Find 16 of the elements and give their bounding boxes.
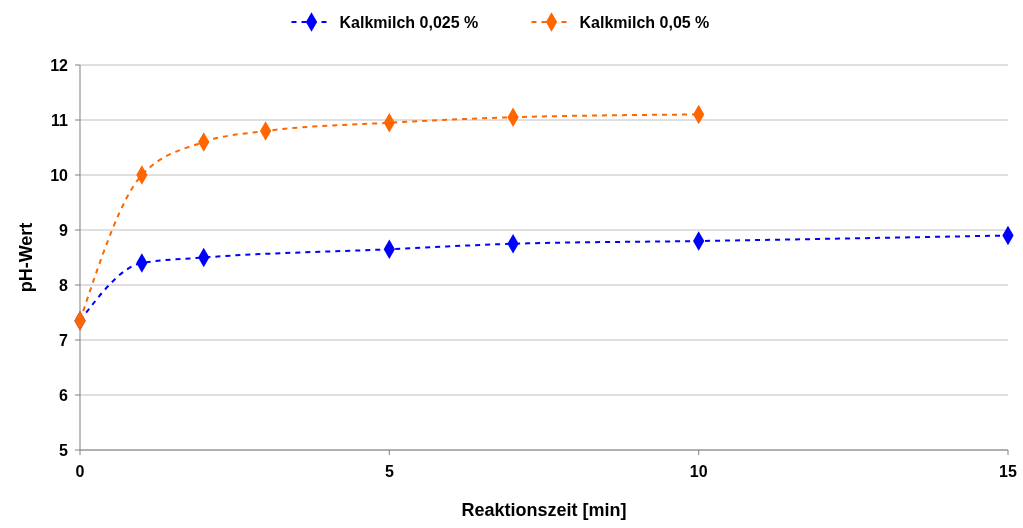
legend-label: Kalkmilch 0,025 %: [339, 13, 479, 31]
y-tick-label: 5: [59, 441, 69, 459]
y-tick-label: 10: [50, 166, 69, 184]
x-tick-label: 10: [689, 463, 708, 480]
x-tick-label: 5: [384, 463, 394, 480]
y-tick-label: 7: [59, 331, 69, 349]
y-tick-label: 9: [59, 221, 69, 239]
y-tick-label: 6: [59, 386, 69, 404]
y-tick-label: 8: [59, 276, 69, 294]
y-axis-title: pH-Wert: [16, 222, 36, 293]
y-tick-label: 12: [50, 56, 69, 74]
y-tick-label: 11: [51, 111, 69, 129]
x-axis-title: Reaktionszeit [min]: [461, 500, 627, 520]
x-tick-label: 0: [75, 463, 85, 480]
x-tick-label: 15: [999, 463, 1017, 480]
legend-label: Kalkmilch 0,05 %: [579, 13, 710, 31]
